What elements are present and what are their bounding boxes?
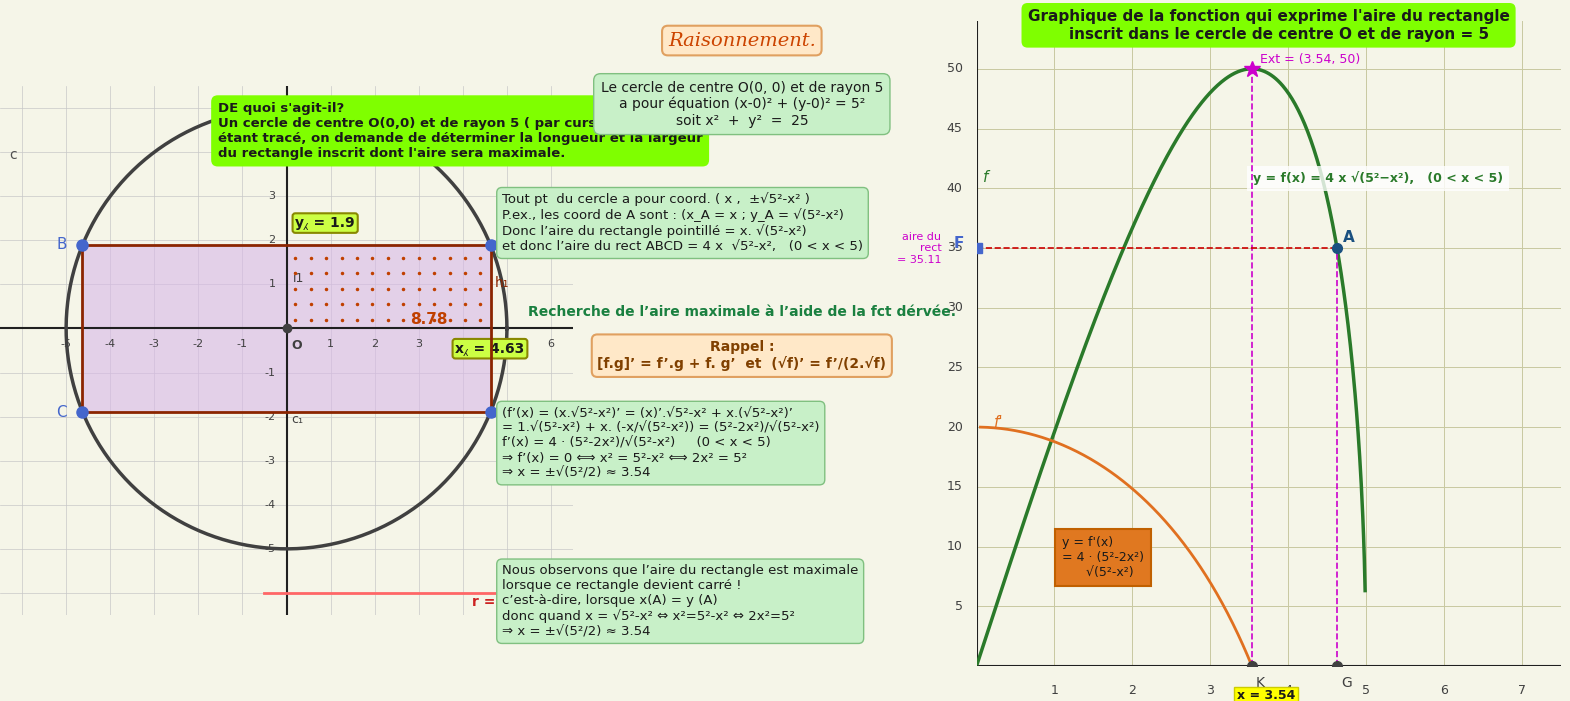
Text: 1: 1 bbox=[327, 339, 334, 350]
Text: Le cercle de centre O(0, 0) et de rayon 5
a pour équation (x-0)² + (y-0)² = 5²
s: Le cercle de centre O(0, 0) et de rayon … bbox=[601, 81, 882, 128]
Text: -3: -3 bbox=[264, 456, 275, 465]
Text: 4: 4 bbox=[268, 147, 275, 157]
Text: y⁁ = 1.9: y⁁ = 1.9 bbox=[295, 216, 355, 230]
Text: x = 3.54: x = 3.54 bbox=[1237, 689, 1295, 701]
Text: y = f'(x)
= 4 · (5²-2x²)
      √(5²-x²): y = f'(x) = 4 · (5²-2x²) √(5²-x²) bbox=[1063, 536, 1145, 580]
Text: 1: 1 bbox=[268, 280, 275, 290]
Text: D: D bbox=[498, 407, 509, 422]
Text: C: C bbox=[57, 404, 68, 420]
Text: Recherche de l’aire maximale à l’aide de la fct dérvée.: Recherche de l’aire maximale à l’aide de… bbox=[528, 305, 956, 319]
Text: A: A bbox=[1344, 231, 1355, 245]
Text: 3: 3 bbox=[1206, 684, 1214, 697]
Text: -2: -2 bbox=[264, 411, 275, 421]
Text: -5: -5 bbox=[61, 339, 72, 350]
Text: 4: 4 bbox=[460, 339, 466, 350]
Text: B: B bbox=[57, 237, 68, 252]
Text: f: f bbox=[983, 170, 988, 185]
Text: O: O bbox=[290, 339, 301, 353]
Text: -4: -4 bbox=[264, 500, 275, 510]
Text: y = f(x) = 4 x √(5²−x²),   (0 < x < 5): y = f(x) = 4 x √(5²−x²), (0 < x < 5) bbox=[1253, 171, 1502, 185]
Text: b: b bbox=[272, 148, 279, 162]
Text: 40: 40 bbox=[947, 182, 962, 195]
Text: aire du
rect
= 35.11: aire du rect = 35.11 bbox=[896, 232, 942, 265]
Text: -5: -5 bbox=[264, 544, 275, 554]
Text: h₁: h₁ bbox=[495, 275, 509, 290]
Text: 7: 7 bbox=[1518, 684, 1526, 697]
Text: F: F bbox=[953, 236, 964, 252]
Text: f': f' bbox=[994, 415, 1003, 430]
Text: 30: 30 bbox=[947, 301, 962, 314]
Text: Graphique de la fonction qui exprime l'aire du rectangle
    inscrit dans le cer: Graphique de la fonction qui exprime l'a… bbox=[1028, 9, 1509, 41]
Text: Nous observons que l’aire du rectangle est maximale
lorsque ce rectangle devient: Nous observons que l’aire du rectangle e… bbox=[502, 564, 859, 638]
Text: 25: 25 bbox=[947, 361, 962, 374]
Text: -1: -1 bbox=[264, 367, 275, 378]
Text: 5: 5 bbox=[955, 600, 962, 613]
Text: 2: 2 bbox=[1129, 684, 1137, 697]
Text: 5: 5 bbox=[1361, 684, 1371, 697]
Text: c₁: c₁ bbox=[290, 413, 303, 426]
Text: 2: 2 bbox=[268, 236, 275, 245]
Text: (f’(x) = (x.√5²-x²)’ = (x)’.√5²-x² + x.(√5²-x²)’
= 1.√(5²-x²) + x. (-x/√(5²-x²)): (f’(x) = (x.√5²-x²)’ = (x)’.√5²-x² + x.(… bbox=[502, 407, 820, 479]
Text: DE quoi s'agit-il?
Un cercle de centre O(0,0) et de rayon 5 ( par curseur)
étant: DE quoi s'agit-il? Un cercle de centre O… bbox=[218, 102, 702, 160]
Text: 15: 15 bbox=[947, 480, 962, 494]
Text: 50: 50 bbox=[947, 62, 962, 75]
Text: -4: -4 bbox=[105, 339, 116, 350]
Text: 45: 45 bbox=[947, 122, 962, 135]
Text: 10: 10 bbox=[947, 540, 962, 553]
Text: 2: 2 bbox=[371, 339, 378, 350]
Text: x⁁ = 4.63: x⁁ = 4.63 bbox=[455, 341, 524, 355]
Text: 5: 5 bbox=[504, 339, 510, 350]
Text: -1: -1 bbox=[237, 339, 248, 350]
Text: 6: 6 bbox=[1440, 684, 1448, 697]
Text: 35: 35 bbox=[947, 241, 962, 254]
Text: mobile: mobile bbox=[498, 219, 540, 232]
Text: 3: 3 bbox=[416, 339, 422, 350]
Text: Ext = (3.54, 50): Ext = (3.54, 50) bbox=[1261, 53, 1360, 66]
Polygon shape bbox=[83, 245, 490, 412]
Text: 20: 20 bbox=[947, 421, 962, 434]
Text: 3: 3 bbox=[268, 191, 275, 201]
Text: Rappel :
[f.g]’ = f’.g + f. g’  et  (√f)’ = f’/(2.√f): Rappel : [f.g]’ = f’.g + f. g’ et (√f)’ … bbox=[597, 340, 887, 372]
Text: r = 5: r = 5 bbox=[471, 595, 510, 609]
Text: Raisonnement.: Raisonnement. bbox=[667, 32, 816, 50]
Text: a₁: a₁ bbox=[290, 148, 305, 162]
Text: -2: -2 bbox=[193, 339, 204, 350]
Text: 8.78: 8.78 bbox=[411, 312, 447, 327]
Text: A: A bbox=[498, 229, 507, 243]
Text: 5: 5 bbox=[268, 103, 275, 113]
Text: i1: i1 bbox=[294, 272, 305, 285]
Text: c: c bbox=[9, 148, 16, 162]
Text: K: K bbox=[1256, 676, 1265, 690]
Text: G: G bbox=[1341, 676, 1352, 690]
Text: Tout pt  du cercle a pour coord. ( x ,  ±√5²-x² )
P.ex., les coord de A sont : (: Tout pt du cercle a pour coord. ( x , ±√… bbox=[502, 193, 864, 253]
Text: -3: -3 bbox=[149, 339, 160, 350]
Text: 1: 1 bbox=[1050, 684, 1058, 697]
Text: 4: 4 bbox=[1284, 684, 1292, 697]
Text: 6: 6 bbox=[548, 339, 554, 350]
